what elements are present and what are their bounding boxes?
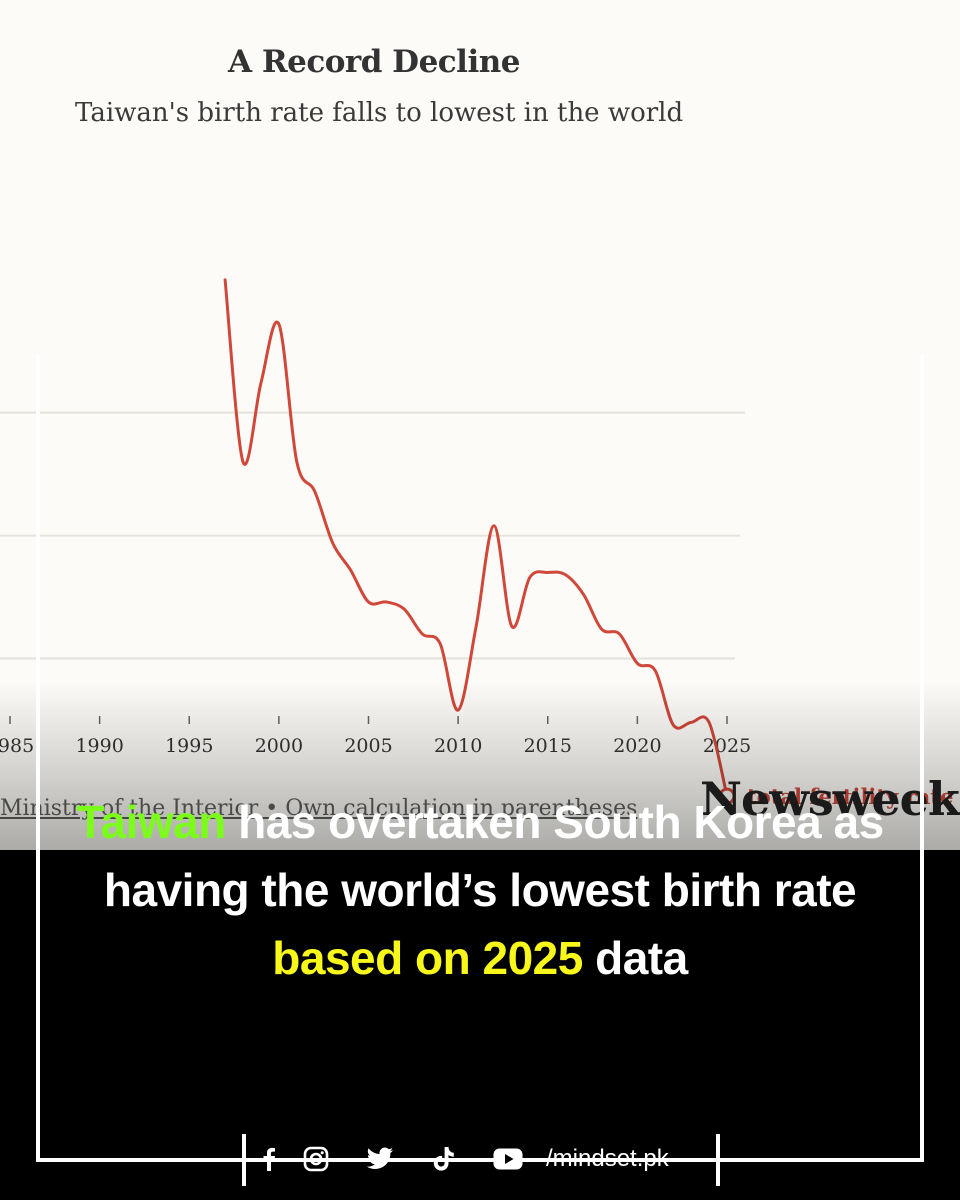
chart-svg: 1985 1990 1995 2000 2005 2010 2015 2020 2025 tota… xyxy=(0,278,953,809)
caption-band xyxy=(0,850,960,1200)
x-tick-label: 2010 xyxy=(434,735,482,757)
social-links: /mindset.pk xyxy=(254,1143,669,1175)
brand-logo: Newsweek xyxy=(700,772,960,826)
facebook-icon[interactable] xyxy=(254,1143,284,1175)
x-tick-label: 2025 xyxy=(703,735,751,757)
x-tick-label: 2020 xyxy=(613,735,661,757)
twitter-icon[interactable] xyxy=(348,1143,412,1175)
chart-title: A Record Decline xyxy=(228,44,520,80)
chart-subtitle: Taiwan's birth rate falls to lowest in t… xyxy=(75,98,684,128)
headline-text: has overtaken South Korea as having the … xyxy=(103,796,884,916)
series-end-label: total fertility rate xyxy=(747,784,953,809)
series-line xyxy=(223,278,729,798)
instagram-icon[interactable] xyxy=(284,1143,348,1175)
divider-right xyxy=(716,1134,720,1186)
headline-text-end: data xyxy=(582,932,688,984)
x-tick-label: 2000 xyxy=(255,735,303,757)
divider-left xyxy=(242,1134,246,1186)
x-tick-label: 1985 xyxy=(0,735,34,757)
tiktok-icon[interactable] xyxy=(412,1143,476,1175)
x-tick-label: 2005 xyxy=(344,735,392,757)
headline: Taiwan has overtaken South Korea as havi… xyxy=(50,788,910,992)
social-handle[interactable]: /mindset.pk xyxy=(546,1145,669,1172)
source-note: Ministry of the Interior • Own calculati… xyxy=(0,796,638,821)
x-tick-label: 2015 xyxy=(524,735,572,757)
chart-area: 1985 1990 1995 2000 2005 2010 2015 2020 2025 tota… xyxy=(0,44,960,850)
x-tick-label: 1990 xyxy=(75,735,123,757)
end-point-marker xyxy=(718,787,736,805)
x-tick-label: 1995 xyxy=(165,735,213,757)
headline-highlight-taiwan: Taiwan xyxy=(76,796,226,848)
headline-highlight-date: based on 2025 xyxy=(272,932,583,984)
youtube-icon[interactable] xyxy=(476,1143,540,1175)
